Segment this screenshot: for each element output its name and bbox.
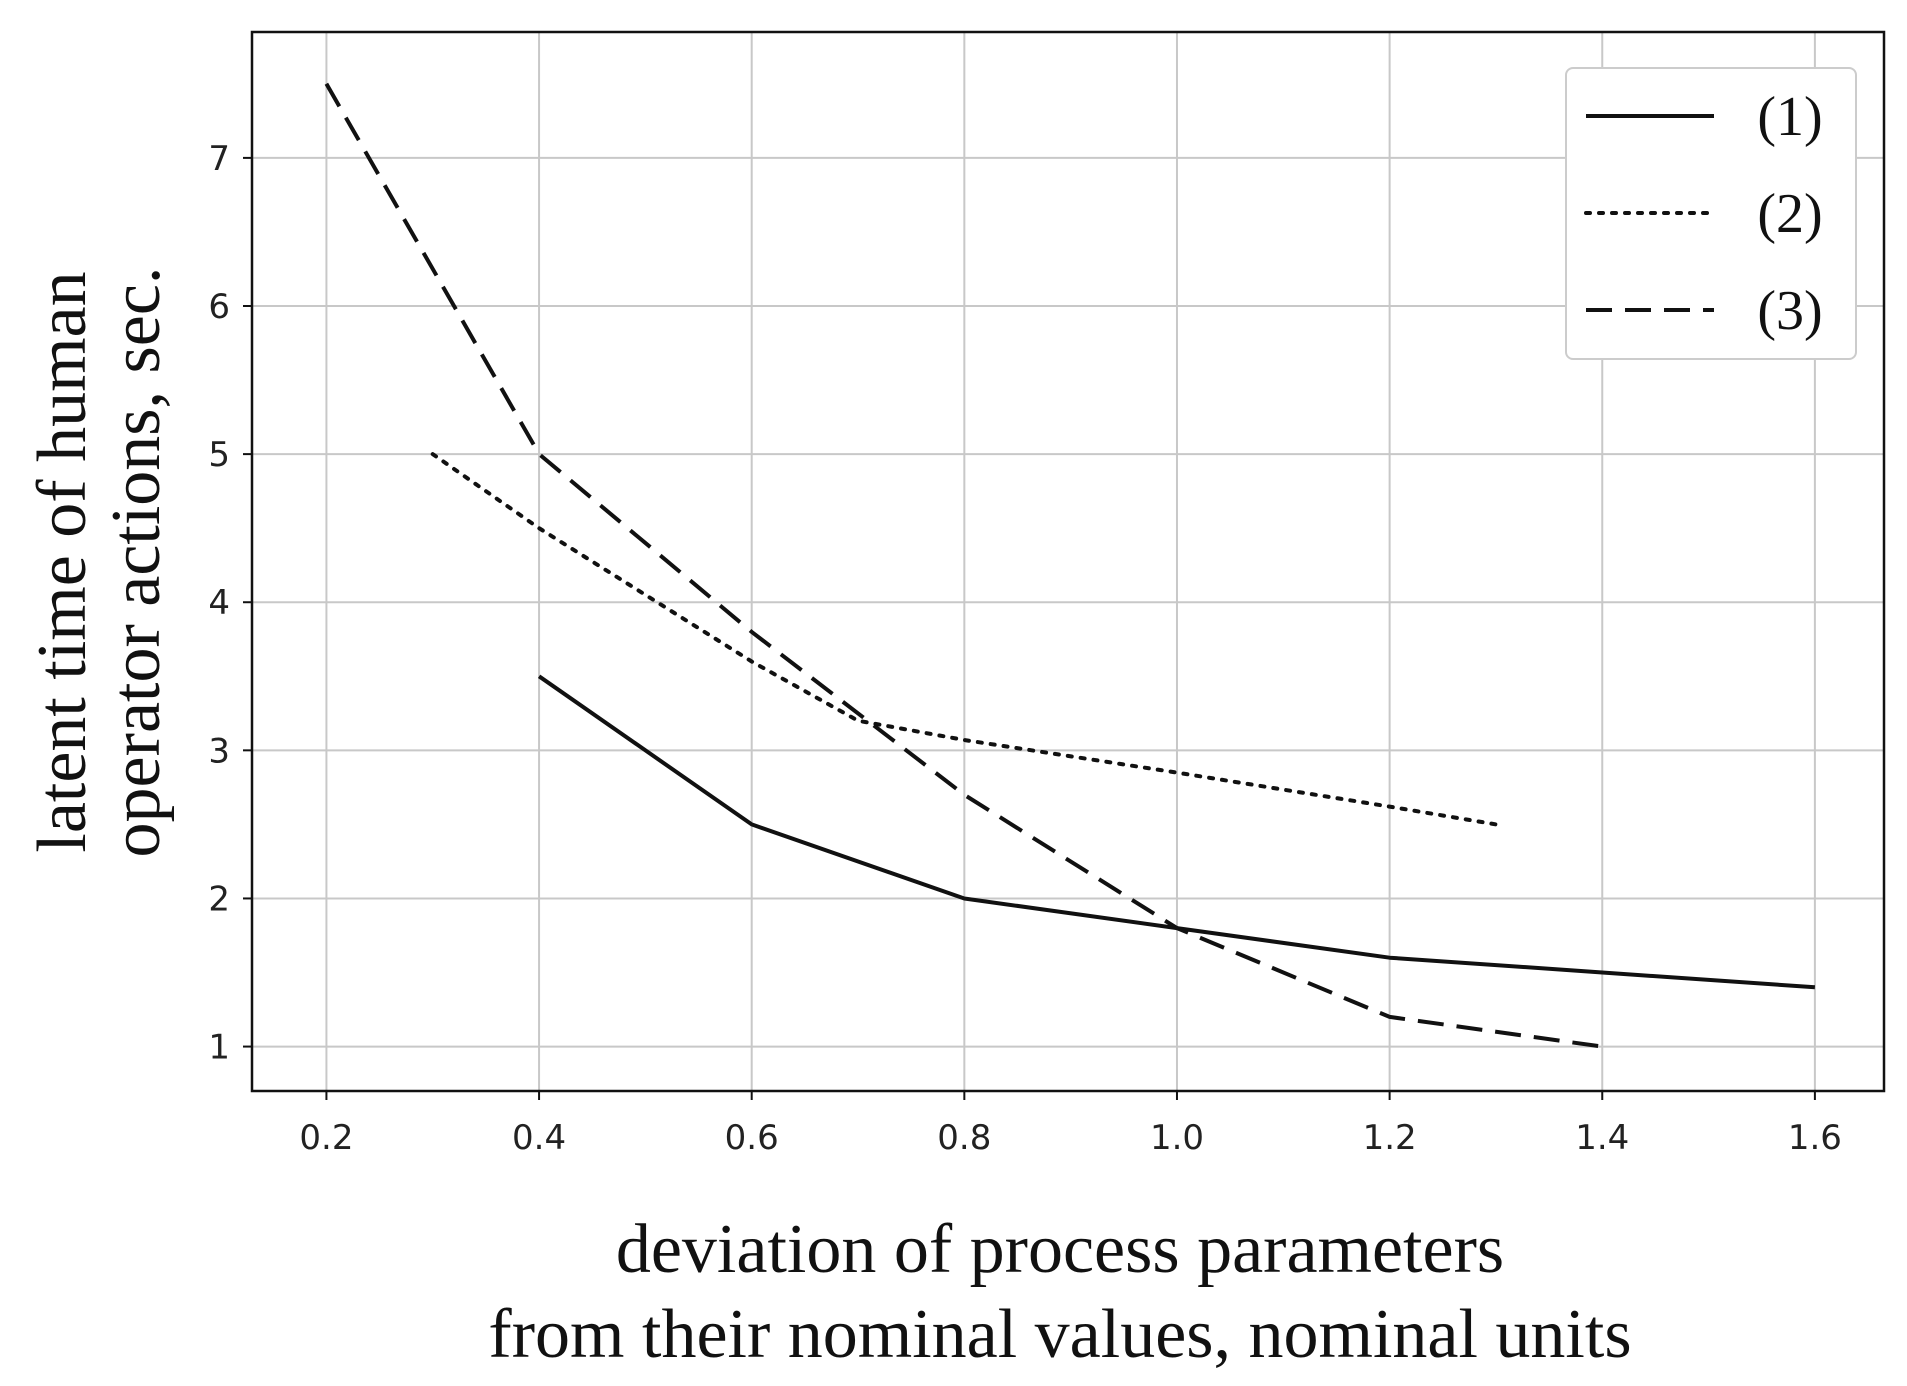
y-tick-label: 5 [208, 435, 230, 475]
x-tick-label: 1.4 [1575, 1118, 1629, 1158]
y-tick-label: 2 [208, 879, 230, 919]
legend-box [1565, 67, 1857, 360]
y-tick-label: 6 [208, 287, 230, 327]
x-tick-label: 0.8 [937, 1118, 991, 1158]
y-tick-label: 1 [208, 1028, 230, 1068]
x-tick-label: 1.0 [1150, 1118, 1204, 1158]
series-line-2 [430, 452, 1498, 827]
x-tick-label: 0.2 [299, 1118, 353, 1158]
y-tick-label: 7 [208, 139, 230, 179]
x-axis-label-line-1: deviation of process parameters [616, 1211, 1504, 1288]
legend-label-2: (2) [1757, 183, 1822, 245]
plot-frame [250, 30, 1886, 1093]
axis-ticks: 0.2 0.4 0.6 0.8 1.0 1.2 1.4 1.6 1 2 3 4 5 6 7 [208, 139, 1842, 1158]
y-axis-label-line-2: operator actions, sec. [98, 267, 175, 858]
x-axis-label-line-2: from their nominal values, nominal units [488, 1296, 1631, 1373]
series-lines [324, 82, 1816, 1049]
y-axis-label-line-1: latent time of human [24, 271, 101, 852]
x-tick-label: 1.6 [1788, 1118, 1842, 1158]
y-tick-label: 3 [208, 731, 230, 771]
y-tick-label: 4 [208, 583, 230, 623]
legend-label-1: (1) [1757, 86, 1822, 148]
y-axis-label: latent time of human operator actions, s… [24, 267, 175, 858]
x-tick-label: 1.2 [1363, 1118, 1417, 1158]
legend-label-3: (3) [1757, 280, 1822, 342]
series-line-3 [324, 82, 1603, 1049]
legend: (1) (2) (3) [1565, 67, 1857, 360]
x-tick-label: 0.6 [725, 1118, 779, 1158]
x-tick-label: 0.4 [512, 1118, 566, 1158]
